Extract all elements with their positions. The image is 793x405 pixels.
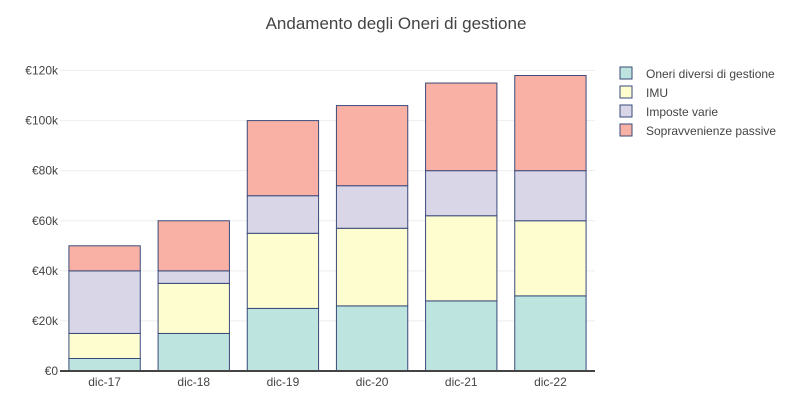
legend-label[interactable]: Imposte varie	[646, 105, 718, 119]
bar-segment[interactable]	[157, 332, 230, 372]
legend-swatch[interactable]	[619, 85, 633, 99]
legend-label[interactable]: Oneri diversi di gestione	[646, 67, 775, 81]
x-tick-label: dic-22	[534, 375, 567, 389]
bar-segment[interactable]	[246, 307, 320, 372]
bar-segment[interactable]	[514, 295, 587, 372]
bar-segment[interactable]	[514, 220, 587, 297]
y-tick-label: €60k	[32, 214, 59, 228]
bar-segment[interactable]	[335, 227, 409, 307]
bar-segment[interactable]	[68, 332, 141, 359]
bar-segment[interactable]	[68, 357, 141, 372]
x-tick-label: dic-19	[267, 375, 300, 389]
bar-segment[interactable]	[68, 270, 141, 334]
bar-segment[interactable]	[246, 195, 320, 234]
bar-segment[interactable]	[514, 75, 587, 172]
y-tick-label: €100k	[25, 114, 59, 128]
bar-segment[interactable]	[425, 170, 498, 217]
bar-segment[interactable]	[335, 305, 409, 372]
bar-segment[interactable]	[514, 170, 587, 222]
bar-segment[interactable]	[157, 270, 230, 284]
y-tick-label: €40k	[32, 264, 59, 278]
bars	[68, 75, 587, 372]
bar-segment[interactable]	[246, 120, 320, 197]
legend-swatch[interactable]	[619, 104, 633, 118]
bar-segment[interactable]	[425, 215, 498, 302]
bar-segment[interactable]	[157, 220, 230, 272]
bar-segment[interactable]	[246, 232, 320, 309]
legend-label[interactable]: IMU	[646, 86, 668, 100]
legend-label[interactable]: Sopravvenienze passive	[646, 124, 776, 138]
y-tick-label: €80k	[32, 164, 59, 178]
y-tick-label: €120k	[25, 64, 59, 78]
y-tick-label: €20k	[32, 314, 59, 328]
x-tick-label: dic-17	[88, 375, 121, 389]
bar-segment[interactable]	[157, 282, 230, 334]
bar-segment[interactable]	[68, 245, 141, 272]
chart-title: Andamento degli Oneri di gestione	[266, 14, 527, 33]
bar-segment[interactable]	[335, 185, 409, 229]
x-tick-label: dic-21	[445, 375, 478, 389]
bar-segment[interactable]	[425, 300, 498, 372]
x-tick-label: dic-20	[356, 375, 389, 389]
legend-swatch[interactable]	[619, 123, 633, 137]
y-tick-label: €0	[45, 364, 59, 378]
bar-segment[interactable]	[335, 105, 409, 187]
gridlines	[60, 70, 595, 322]
axes: €0 €20k €40k €60k €80k €100k €120k dic-17 dic-18…	[25, 64, 595, 389]
bar-segment[interactable]	[425, 82, 498, 172]
x-tick-label: dic-18	[177, 375, 210, 389]
legend: Oneri diversi di gestione IMU Imposte vari…	[619, 66, 776, 138]
legend-swatch[interactable]	[619, 66, 633, 80]
